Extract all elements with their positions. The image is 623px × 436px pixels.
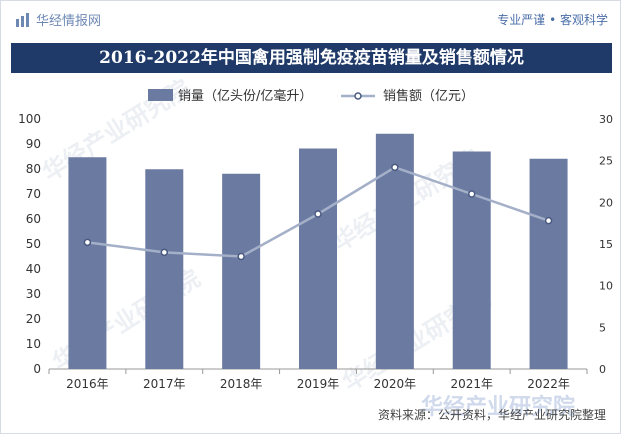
bar <box>529 158 568 369</box>
header: 华经情报网 专业严谨 • 客观科学 <box>1 1 620 35</box>
y-left-tick-label: 20 <box>26 312 41 326</box>
y-left-tick-label: 30 <box>26 287 41 301</box>
x-tick-label: 2017年 <box>143 377 186 391</box>
line-point <box>83 238 92 247</box>
line-point <box>314 210 322 218</box>
bar <box>299 148 337 369</box>
y-right-tick-label: 20 <box>599 196 613 209</box>
x-tick-label: 2019年 <box>297 377 340 391</box>
bar <box>68 157 107 369</box>
x-tick-label: 2016年 <box>66 377 109 391</box>
legend-line-marker <box>354 92 362 100</box>
bar-chart-icon <box>16 13 29 27</box>
brand-name: 华经情报网 <box>36 14 102 29</box>
legend-line-label: 销售额（亿元） <box>383 88 474 104</box>
y-right-tick-label: 25 <box>599 155 613 168</box>
bar <box>222 173 261 369</box>
x-tick-label: 2022年 <box>527 377 570 391</box>
y-left-tick-label: 90 <box>26 137 41 151</box>
line-point <box>467 190 476 198</box>
y-left-tick-label: 100 <box>18 112 41 126</box>
y-left-tick-label: 50 <box>26 237 41 251</box>
y-left-tick-label: 60 <box>26 212 41 226</box>
y-right-tick-label: 30 <box>599 113 613 126</box>
y-left-tick-label: 10 <box>26 337 41 351</box>
y-left-tick-label: 0 <box>33 362 41 376</box>
y-left-tick-label: 70 <box>26 187 41 201</box>
y-right-tick-label: 0 <box>599 363 606 376</box>
line-point <box>391 163 399 172</box>
x-tick-label: 2018年 <box>220 377 263 391</box>
watermark-logo: 华经产业研究院 <box>421 395 576 420</box>
line-point <box>544 216 553 225</box>
line-point <box>160 248 169 257</box>
slogan: 专业严谨 • 客观科学 <box>497 13 608 27</box>
legend-bar-swatch <box>148 89 173 101</box>
y-left-tick-label: 40 <box>26 262 41 276</box>
line-point <box>237 252 245 261</box>
bar <box>452 151 491 369</box>
y-right-tick-label: 5 <box>599 321 606 334</box>
legend-bar-label: 销量（亿头份/亿毫升） <box>178 88 312 104</box>
x-tick-label: 2020年 <box>374 377 417 391</box>
y-right-tick-label: 15 <box>599 238 613 251</box>
x-tick-label: 2021年 <box>450 377 493 391</box>
y-left-tick-label: 80 <box>26 162 41 176</box>
brand-logo: 华经情报网 <box>15 10 101 29</box>
source-note: 资料来源：公开资料，华经产业研究院整理 <box>377 408 606 422</box>
chart-title: 2016-2022年中国禽用强制免疫疫苗销量及销售额情况 <box>11 43 612 73</box>
y-right-tick-label: 10 <box>599 280 613 293</box>
bar <box>145 169 184 369</box>
